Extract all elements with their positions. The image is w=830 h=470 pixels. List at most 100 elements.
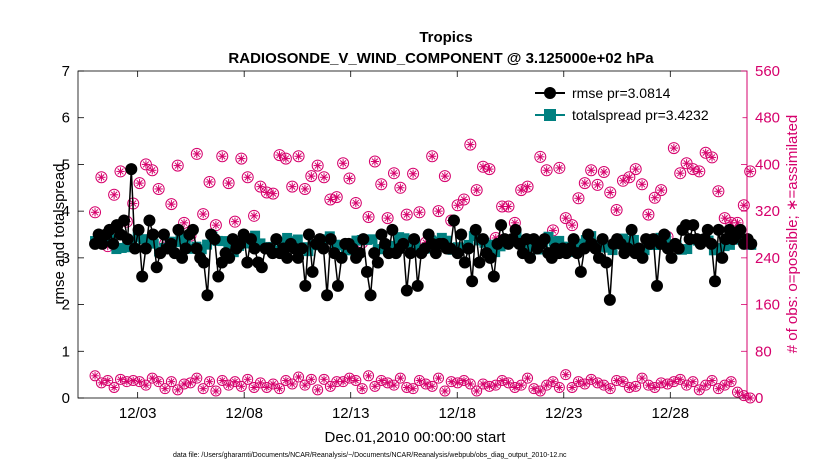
rmse-point xyxy=(603,293,616,306)
obs-possible-circle xyxy=(477,378,489,390)
obs-marker xyxy=(165,198,178,211)
rmse-point xyxy=(596,233,609,246)
rmse-point xyxy=(139,242,152,255)
obs-assimilated-star xyxy=(518,382,525,389)
obs-assimilated-star xyxy=(626,174,633,181)
obs-assimilated-star xyxy=(162,385,168,392)
obs-possible-circle xyxy=(471,385,483,397)
totalspread-point xyxy=(122,242,133,253)
obs-possible-circle xyxy=(528,383,540,395)
obs-possible-circle xyxy=(407,383,419,395)
obs-marker xyxy=(171,159,184,172)
totalspread-point xyxy=(143,238,154,249)
obs-marker xyxy=(521,180,534,193)
obs-assimilated-star xyxy=(136,179,143,187)
rmse-point xyxy=(176,251,189,264)
obs-possible-circle xyxy=(375,178,388,191)
obs-marker xyxy=(204,376,216,388)
totalspread-point xyxy=(522,243,533,254)
obs-marker xyxy=(623,171,636,184)
obs-possible-circle xyxy=(152,182,165,195)
obs-assimilated-star xyxy=(174,386,181,393)
obs-assimilated-star xyxy=(403,211,410,218)
rmse-point xyxy=(190,242,203,255)
obs-marker xyxy=(648,191,661,204)
obs-assimilated-star xyxy=(155,185,162,193)
obs-assimilated-star xyxy=(499,377,506,384)
obs-possible-circle xyxy=(706,151,719,164)
obs-possible-circle xyxy=(318,171,331,184)
obs-marker xyxy=(674,167,687,180)
obs-marker xyxy=(299,379,311,391)
obs-marker xyxy=(598,379,610,391)
rmse-point xyxy=(165,237,178,250)
rmse-point xyxy=(132,223,145,236)
rmse-point xyxy=(150,261,163,274)
x-tick-label: 12/23 xyxy=(545,405,583,422)
obs-marker xyxy=(298,182,311,195)
rmse-point xyxy=(625,223,638,236)
obs-marker xyxy=(426,150,439,163)
obs-possible-circle xyxy=(534,150,547,163)
obs-assimilated-star xyxy=(702,149,709,156)
obs-assimilated-star xyxy=(460,377,467,384)
obs-marker xyxy=(693,165,706,178)
obs-possible-circle xyxy=(668,376,680,388)
rmse-point xyxy=(281,251,294,264)
obs-marker xyxy=(483,163,496,176)
obs-marker xyxy=(114,373,126,385)
obs-assimilated-star xyxy=(435,375,442,382)
rmse-point xyxy=(212,270,225,283)
obs-assimilated-star xyxy=(422,381,429,387)
obs-marker xyxy=(203,175,216,188)
obs-marker xyxy=(630,380,642,392)
obs-possible-circle xyxy=(292,150,305,163)
obs-possible-circle xyxy=(305,373,317,385)
obs-marker xyxy=(209,219,222,232)
obs-possible-circle xyxy=(382,377,394,389)
totalspread-point xyxy=(175,231,186,242)
obs-possible-circle xyxy=(712,383,724,395)
obs-possible-circle xyxy=(299,379,311,391)
rmse-point xyxy=(473,256,486,269)
obs-assimilated-star xyxy=(200,385,207,392)
obs-possible-circle xyxy=(738,390,750,402)
rmse-point xyxy=(128,242,141,255)
rmse-point xyxy=(386,223,399,236)
obs-assimilated-star xyxy=(587,167,595,174)
obs-marker xyxy=(286,378,298,390)
obs-assimilated-star xyxy=(295,374,302,380)
totalspread-point xyxy=(138,234,149,245)
obs-assimilated-star xyxy=(441,388,448,394)
obs-possible-circle xyxy=(413,206,426,219)
x-tick-label: 12/08 xyxy=(225,405,263,422)
obs-assimilated-star xyxy=(607,385,614,392)
obs-marker xyxy=(362,210,375,223)
rmse-point xyxy=(368,247,381,260)
obs-marker xyxy=(604,186,617,199)
obs-marker xyxy=(241,171,254,184)
obs-assimilated-star xyxy=(708,154,716,161)
obs-assimilated-star xyxy=(308,172,315,180)
obs-assimilated-star xyxy=(308,376,315,383)
obs-possible-circle xyxy=(553,381,565,393)
obs-marker xyxy=(604,383,616,395)
obs-possible-circle xyxy=(209,219,222,232)
rmse-point xyxy=(600,256,613,269)
totalspread-point xyxy=(623,236,634,247)
obs-marker xyxy=(305,373,317,385)
obs-marker xyxy=(725,376,737,388)
obs-possible-circle xyxy=(744,165,757,178)
obs-marker xyxy=(706,151,719,164)
obs-marker xyxy=(381,212,394,225)
obs-marker xyxy=(667,142,680,155)
obs-assimilated-star xyxy=(645,211,652,218)
obs-assimilated-star xyxy=(479,163,487,171)
obs-assimilated-star xyxy=(346,175,353,182)
obs-assimilated-star xyxy=(180,219,188,227)
obs-possible-circle xyxy=(464,138,477,151)
obs-marker xyxy=(578,177,591,190)
totalspread-point xyxy=(490,247,501,258)
obs-assimilated-star xyxy=(428,153,436,160)
y-left-tick-label: 0 xyxy=(62,390,70,407)
